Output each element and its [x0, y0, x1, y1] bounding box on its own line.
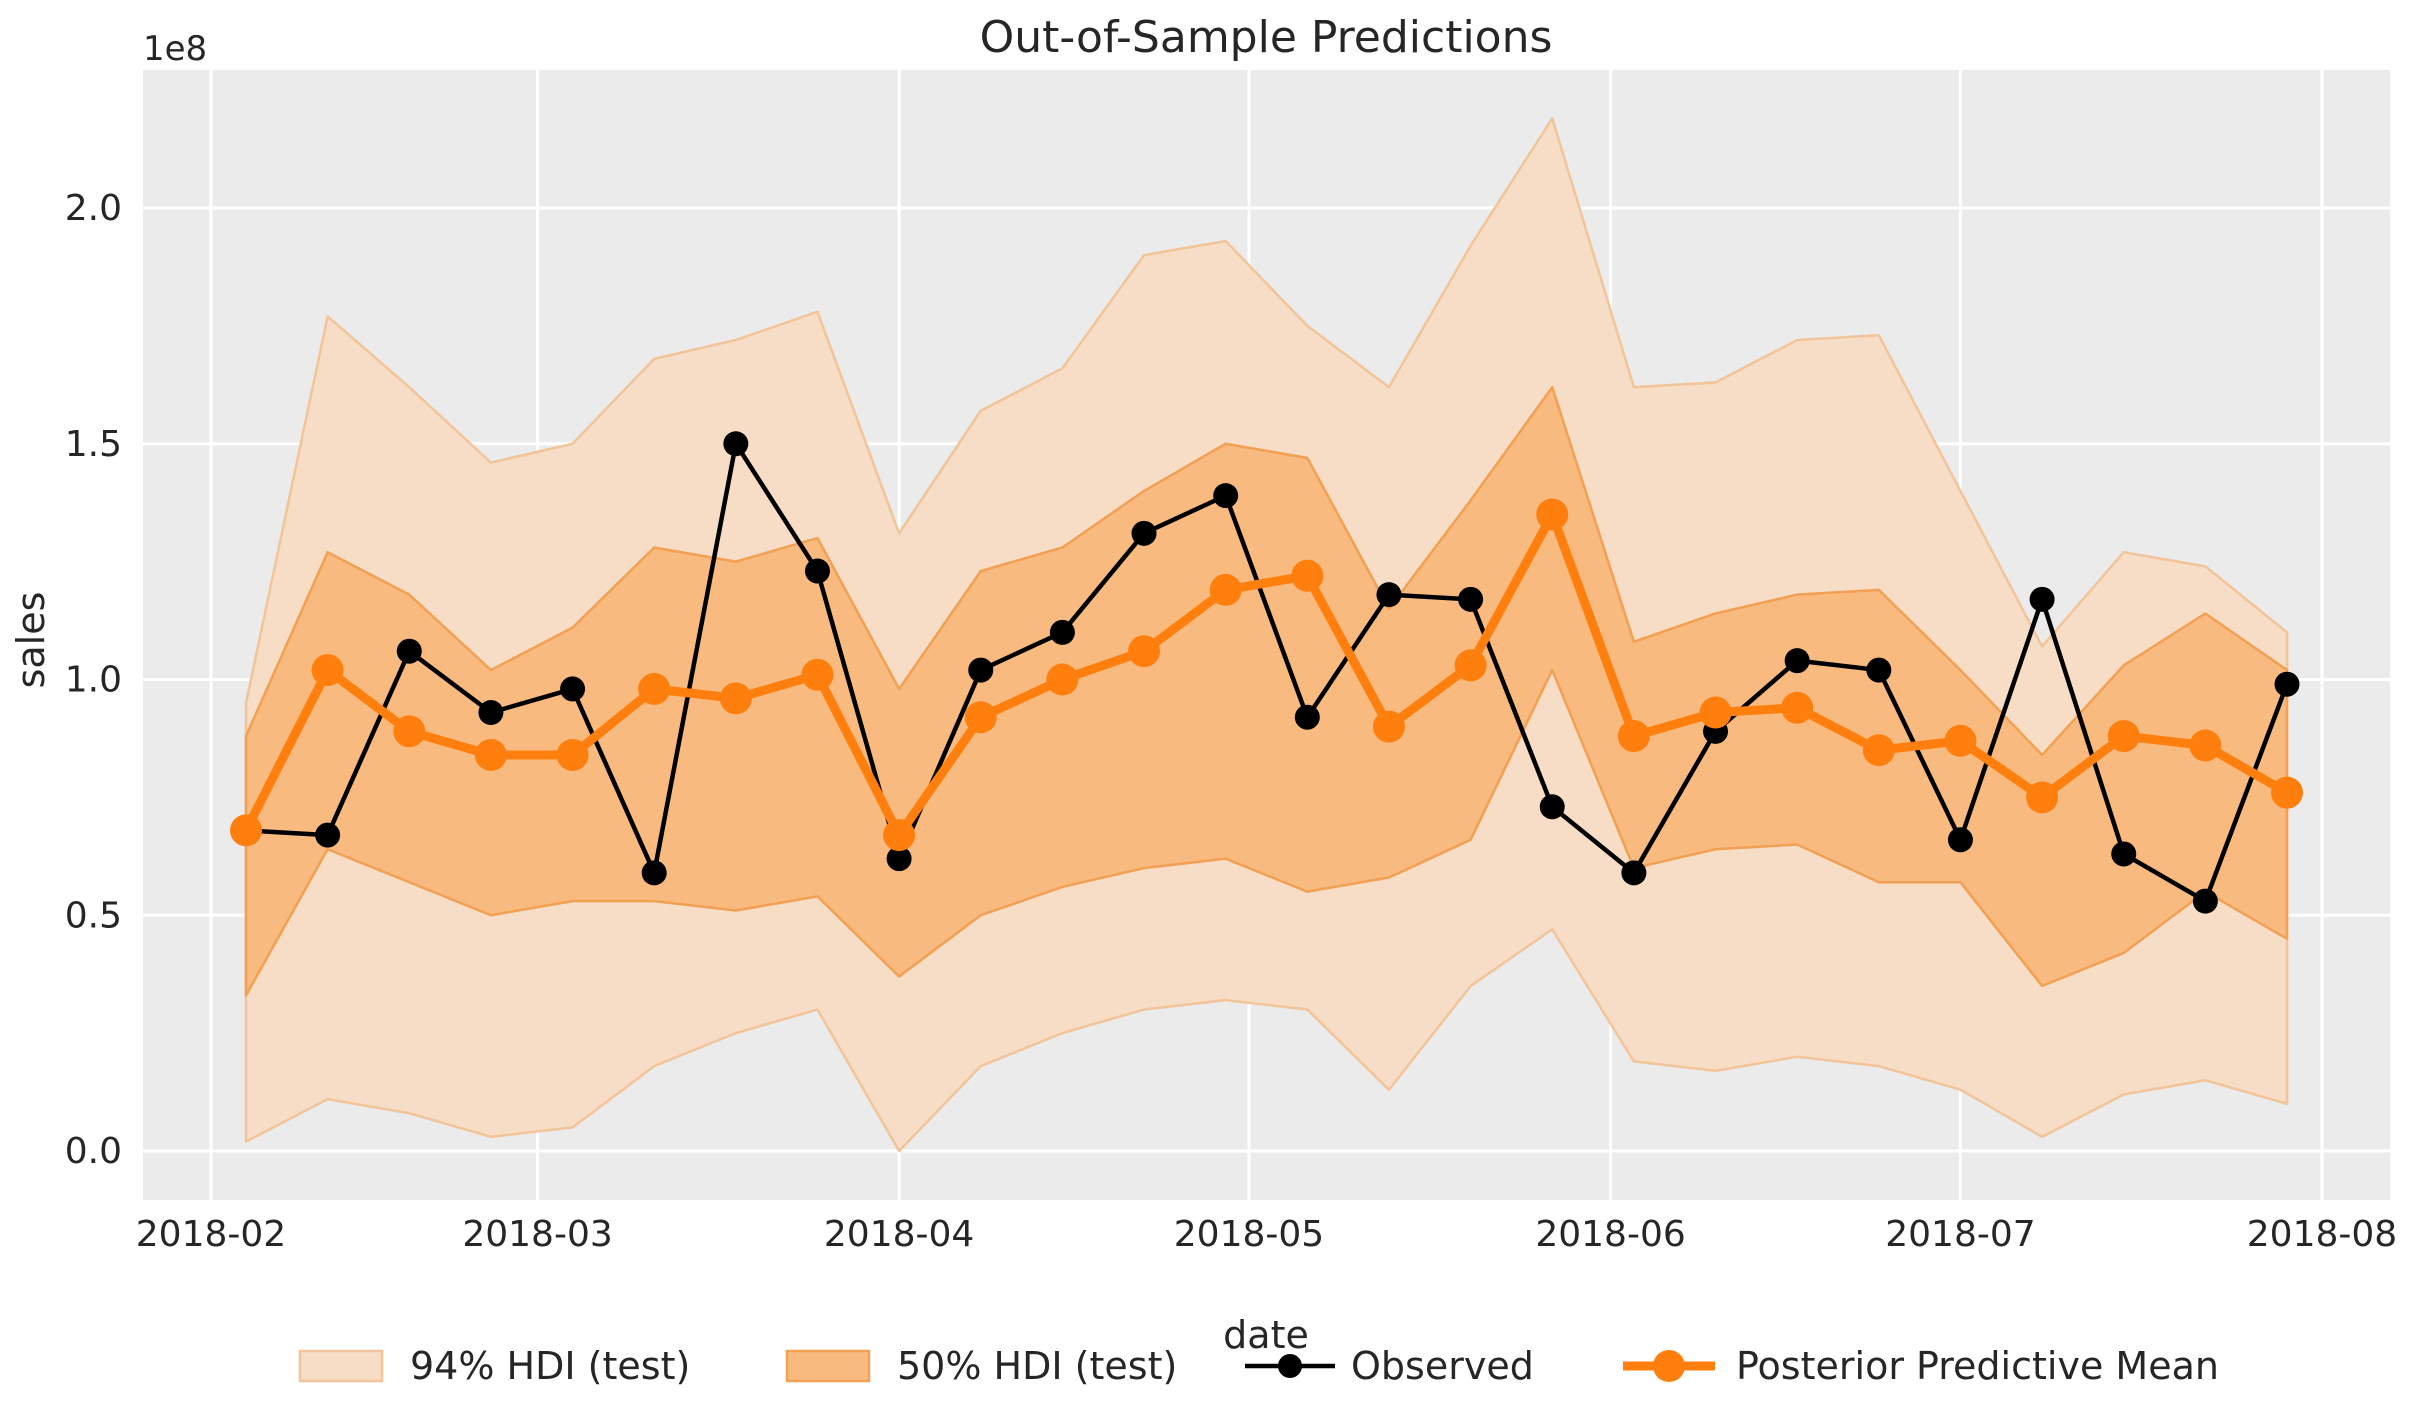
y-tick-label: 2.0	[65, 188, 122, 229]
posterior-mean-point	[2271, 776, 2304, 809]
y-axis-offset-label: 1e8	[143, 29, 207, 69]
observed-point	[1621, 860, 1647, 886]
posterior-mean-point	[1372, 710, 1405, 743]
posterior-mean-point	[1454, 649, 1487, 682]
observed-point	[886, 846, 912, 872]
posterior-mean-point	[1291, 559, 1324, 592]
legend: 94% HDI (test) 50% HDI (test) Observed P…	[298, 1344, 2219, 1388]
posterior-mean-point	[474, 738, 507, 771]
legend-label-94-hdi: 94% HDI (test)	[410, 1344, 690, 1388]
chart-title: Out-of-Sample Predictions	[980, 12, 1553, 63]
legend-label-50-hdi: 50% HDI (test)	[897, 1344, 1177, 1388]
posterior-mean-point	[229, 814, 262, 847]
observed-point	[2274, 671, 2300, 697]
posterior-mean-point	[719, 682, 752, 715]
observed-point	[1294, 704, 1320, 730]
observed-point	[2111, 841, 2137, 867]
hdi-50-band	[244, 385, 2289, 997]
x-tick-label: 2018-03	[462, 1214, 612, 1255]
plot-area: 0.0 0.5 1.0 1.5 2.0 2018-02 2018-03 2018-04 2018…	[65, 70, 2397, 1255]
posterior-mean-point	[1781, 691, 1814, 724]
observed-point	[560, 676, 586, 702]
observed-point	[723, 431, 749, 457]
posterior-mean-point	[1862, 734, 1895, 767]
legend-swatch-50-hdi	[785, 1349, 871, 1383]
y-tick-label: 1.0	[65, 660, 122, 701]
posterior-mean-point	[393, 715, 426, 748]
legend-swatch-94-hdi	[298, 1349, 384, 1383]
posterior-mean-point	[311, 654, 344, 687]
posterior-mean-point	[1209, 573, 1242, 606]
observed-point	[1049, 619, 1075, 645]
observed-point	[1458, 586, 1484, 612]
observed-point	[1784, 648, 1810, 674]
posterior-mean-point	[1617, 720, 1650, 753]
x-tick-label: 2018-08	[2247, 1214, 2397, 1255]
posterior-mean-point	[883, 819, 916, 852]
posterior-mean-point	[2189, 729, 2222, 762]
posterior-mean-point	[556, 738, 589, 771]
observed-point	[1376, 582, 1402, 608]
x-tick-label: 2018-04	[824, 1214, 974, 1255]
observed-point	[396, 638, 422, 664]
legend-label-mean: Posterior Predictive Mean	[1736, 1344, 2219, 1388]
y-tick-label: 0.0	[65, 1131, 122, 1172]
posterior-mean-point	[1944, 724, 1977, 757]
observed-point	[1866, 657, 1892, 683]
observed-line	[243, 441, 2290, 904]
observed-point	[1213, 483, 1239, 509]
observed-point	[968, 657, 994, 683]
posterior-mean-point	[1046, 663, 1079, 696]
posterior-mean-point	[1699, 696, 1732, 729]
y-axis-label: sales	[9, 592, 53, 689]
legend-marker-observed-dot	[1278, 1354, 1302, 1378]
x-tick-label: 2018-06	[1535, 1214, 1685, 1255]
posterior-mean-point	[801, 658, 834, 691]
observed-point	[1947, 827, 1973, 853]
observed-point	[641, 860, 667, 886]
posterior-mean-point	[964, 701, 997, 734]
legend-marker-mean-dot	[1653, 1350, 1685, 1382]
posterior-mean-point	[1128, 635, 1161, 668]
observed-point	[1539, 794, 1565, 820]
x-tick-label: 2018-02	[136, 1214, 286, 1255]
y-tick-label: 1.5	[65, 424, 122, 465]
observed-point	[478, 700, 504, 726]
posterior-mean-point	[2107, 720, 2140, 753]
posterior-mean-point	[1536, 498, 1569, 531]
observed-point	[315, 822, 341, 848]
posterior-mean-point	[638, 672, 671, 705]
posterior-mean-point	[2026, 781, 2059, 814]
observed-point	[2192, 888, 2218, 914]
x-tick-label: 2018-07	[1885, 1214, 2035, 1255]
x-tick-label: 2018-05	[1174, 1214, 1324, 1255]
x-axis-label: date	[1223, 1313, 1309, 1357]
observed-point	[804, 558, 830, 584]
observed-point	[1131, 520, 1157, 546]
legend-label-observed: Observed	[1351, 1344, 1534, 1388]
y-tick-label: 0.5	[65, 895, 122, 936]
observed-point	[2029, 586, 2055, 612]
